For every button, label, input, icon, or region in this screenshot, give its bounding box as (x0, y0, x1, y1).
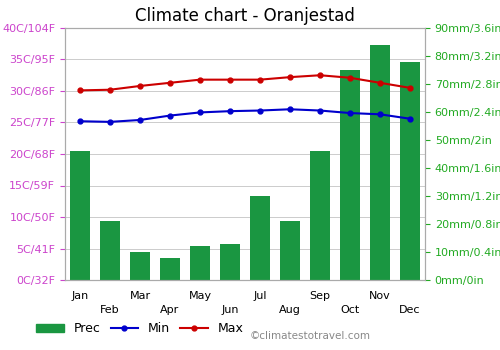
Bar (310, 151, 330, 280)
Text: May: May (188, 291, 212, 301)
Text: Dec: Dec (399, 305, 421, 315)
Bar (370, 45, 390, 280)
Bar (250, 196, 270, 280)
Bar (340, 70, 360, 280)
Text: Jul: Jul (254, 291, 267, 301)
Text: Sep: Sep (310, 291, 330, 301)
Text: Aug: Aug (279, 305, 301, 315)
Bar (220, 244, 240, 280)
Text: Jun: Jun (221, 305, 239, 315)
Bar (100, 221, 120, 280)
Bar (70, 151, 90, 280)
Text: Jan: Jan (72, 291, 88, 301)
Text: Apr: Apr (160, 305, 180, 315)
Bar (190, 246, 210, 280)
Title: Climate chart - Oranjestad: Climate chart - Oranjestad (135, 7, 355, 25)
Text: Feb: Feb (100, 305, 120, 315)
Legend: Prec, Min, Max: Prec, Min, Max (31, 317, 248, 340)
Text: Nov: Nov (369, 291, 391, 301)
Bar (130, 252, 150, 280)
Bar (160, 258, 180, 280)
Bar (400, 62, 420, 280)
Text: Oct: Oct (340, 305, 359, 315)
Text: ©climatestotravel.com: ©climatestotravel.com (250, 331, 371, 341)
Bar (280, 221, 300, 280)
Text: Mar: Mar (130, 291, 150, 301)
